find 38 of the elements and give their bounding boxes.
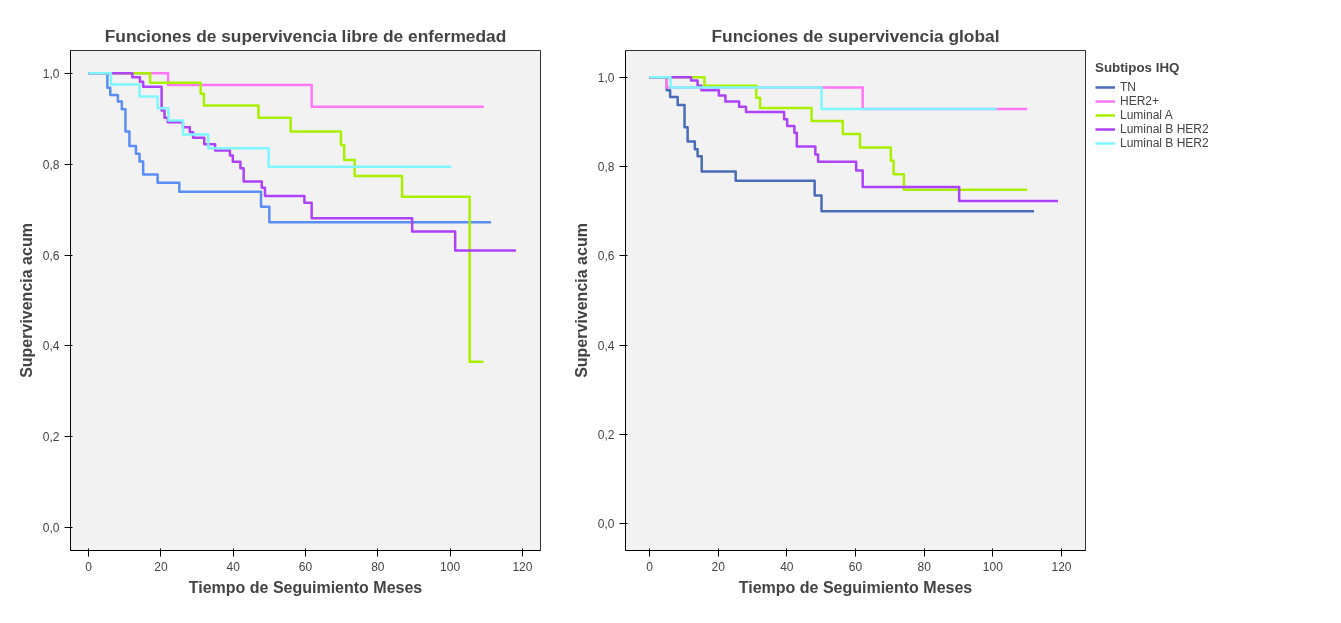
x-tick-label: 20: [711, 559, 726, 574]
x-tick-label: 100: [440, 559, 461, 574]
legend-label: HER2+: [1120, 94, 1160, 108]
x-tick-label: 80: [371, 559, 385, 574]
legend-label: Luminal A: [1120, 108, 1173, 122]
y-axis-title: Supervivencia acum: [17, 223, 35, 378]
x-tick-label: 0: [85, 559, 93, 574]
y-tick-label: 0,8: [42, 157, 60, 172]
legend-label: Luminal B HER2: [1120, 136, 1209, 150]
x-axis-title: Tiempo de Seguimiento Meses: [738, 578, 973, 596]
y-tick-label: 0,6: [597, 249, 615, 264]
y-tick-label: 0,2: [597, 427, 615, 442]
y-tick-label: 0,6: [42, 248, 60, 263]
x-tick-label: 40: [226, 559, 241, 574]
y-tick-label: 1,0: [597, 70, 615, 85]
x-tick-label: 120: [512, 559, 533, 574]
x-tick-label: 20: [154, 559, 168, 574]
x-axis-title: Tiempo de Seguimiento Meses: [188, 578, 423, 596]
chart-title: Funciones de supervivencia libre de enfermedad: [104, 25, 507, 46]
legend-label: TN: [1120, 80, 1137, 94]
x-tick-label: 80: [917, 559, 932, 574]
legend-title: Subtipos IHQ: [1095, 60, 1181, 75]
chart-title: Funciones de supervivencia global: [711, 25, 1000, 46]
y-tick-label: 0,4: [42, 339, 60, 354]
x-tick-label: 40: [780, 559, 794, 574]
y-tick-label: 0,8: [597, 160, 615, 175]
y-axis-title: Supervivencia acum: [572, 223, 590, 378]
y-tick-label: 0,2: [42, 430, 60, 445]
x-tick-label: 60: [298, 559, 313, 574]
x-tick-label: 0: [646, 559, 654, 574]
y-tick-label: 0,0: [42, 521, 60, 536]
x-tick-label: 120: [1051, 559, 1072, 574]
y-tick-label: 0,0: [597, 517, 615, 532]
x-tick-label: 60: [848, 559, 863, 574]
legend-label: Luminal B HER2: [1120, 122, 1209, 136]
y-tick-label: 0,4: [597, 338, 615, 353]
y-tick-label: 1,0: [42, 66, 60, 81]
x-tick-label: 100: [982, 559, 1004, 574]
